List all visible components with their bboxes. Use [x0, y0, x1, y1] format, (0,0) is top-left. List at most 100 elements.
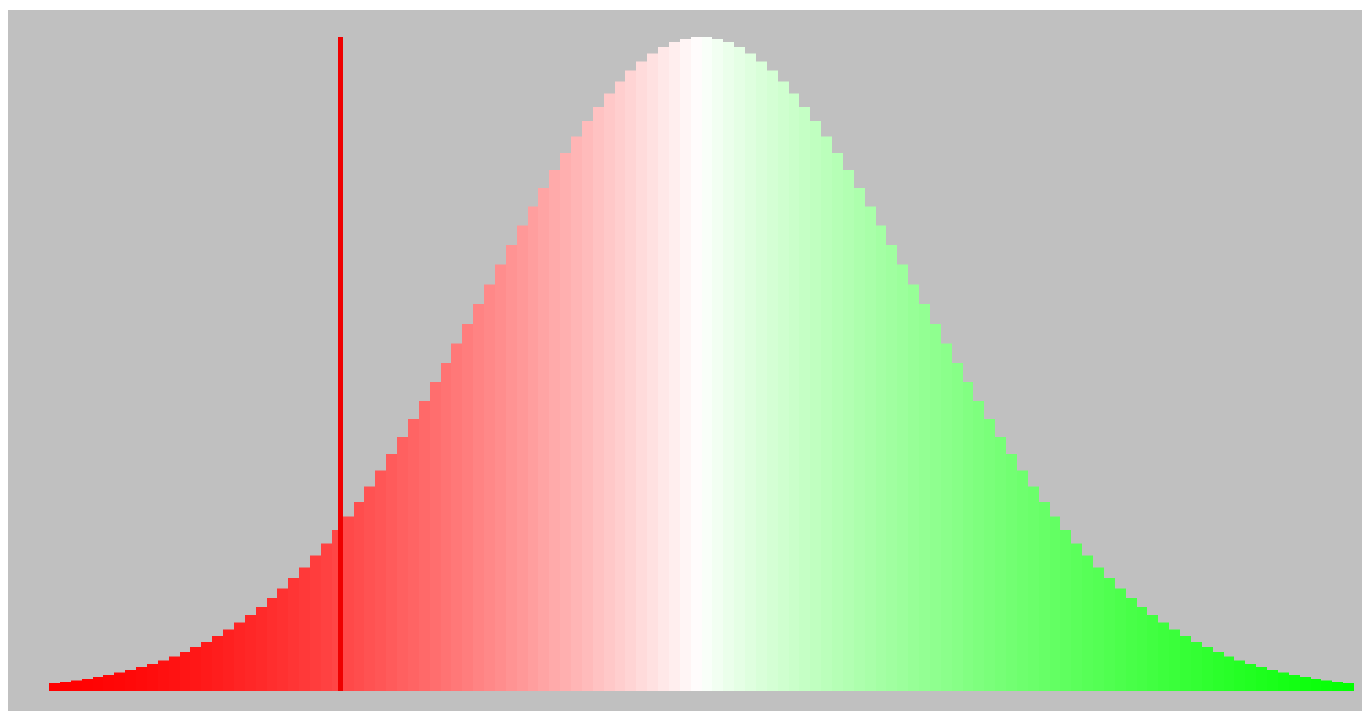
histogram-bar [1224, 656, 1234, 691]
histogram-bar [343, 516, 354, 691]
histogram-bar [49, 683, 60, 691]
histogram-bar [680, 38, 691, 692]
histogram-bar [843, 170, 854, 691]
histogram-bar [1082, 555, 1093, 691]
histogram-bar [136, 667, 147, 691]
histogram-bar [93, 677, 103, 691]
histogram-bar [571, 136, 582, 691]
histogram-bar [745, 53, 756, 692]
histogram-bar [604, 93, 615, 691]
histogram-bar [767, 70, 778, 692]
histogram-bar [919, 304, 930, 691]
histogram-bar [1126, 598, 1137, 691]
histogram-bar [778, 81, 789, 691]
histogram-bar [114, 672, 125, 691]
histogram-bar [201, 641, 212, 691]
histogram-bar [897, 264, 908, 691]
histogram-bar [1278, 672, 1289, 691]
histogram-bar [1093, 567, 1104, 691]
histogram-bar [430, 382, 441, 691]
histogram-bar [1050, 516, 1060, 691]
histogram-bar [60, 681, 71, 691]
histogram-bar [299, 567, 310, 691]
histogram-bar [647, 53, 658, 692]
histogram-bar [473, 304, 484, 691]
histogram-bar [158, 660, 169, 691]
histogram-bar [636, 61, 647, 692]
histogram-bar [234, 622, 245, 691]
histogram-bars [49, 37, 1354, 692]
histogram-bar [1311, 678, 1321, 691]
histogram-bar [1115, 588, 1126, 691]
histogram-bar [180, 652, 190, 691]
histogram-bar [441, 363, 451, 691]
histogram-bar [1289, 675, 1300, 691]
histogram-bar [1169, 629, 1180, 691]
histogram-bar [1300, 677, 1311, 691]
histogram-bar [103, 675, 114, 691]
histogram-bar [1158, 622, 1169, 691]
histogram-bar [1060, 530, 1071, 691]
histogram-bar [419, 400, 430, 691]
histogram-bar [789, 93, 799, 691]
histogram-bar [1245, 664, 1256, 691]
histogram-bar [854, 188, 865, 691]
histogram-bar [190, 647, 201, 691]
histogram-bar [995, 436, 1006, 691]
histogram-bar [386, 454, 397, 691]
histogram-bar [245, 615, 256, 691]
histogram-bar [963, 382, 973, 691]
histogram-bar [734, 46, 745, 691]
histogram-bar [528, 206, 538, 691]
histogram-bar [506, 245, 517, 691]
histogram-bar [886, 245, 897, 691]
histogram-bar [332, 530, 343, 691]
histogram-bar [82, 678, 93, 691]
histogram-bar [1343, 683, 1354, 691]
histogram-bar [908, 284, 919, 691]
histogram-bar [277, 588, 288, 691]
histogram-bar [1213, 652, 1224, 691]
histogram-bar [408, 419, 419, 691]
histogram-bar [691, 37, 702, 691]
histogram-bar [397, 436, 408, 691]
histogram-bar [593, 106, 604, 692]
histogram-bar [1202, 647, 1213, 691]
histogram-bar [310, 555, 321, 691]
histogram-bar [364, 486, 375, 691]
histogram-bar [952, 363, 963, 691]
histogram-bar [1180, 636, 1191, 691]
histogram-bar [702, 37, 712, 691]
histogram-bar [169, 656, 180, 691]
histogram-bar [321, 543, 332, 691]
histogram-bar [462, 324, 473, 691]
histogram-bar [1234, 660, 1245, 691]
histogram-bar [712, 38, 723, 692]
histogram-bar [930, 324, 941, 691]
histogram-bar [582, 121, 593, 691]
histogram-bar [865, 206, 876, 691]
histogram-bar [1267, 670, 1278, 691]
histogram-bar [256, 606, 267, 691]
histogram-bar [984, 419, 995, 691]
histogram-bar [451, 343, 462, 691]
histogram-bar [1137, 606, 1147, 691]
histogram-bar [288, 578, 299, 691]
histogram-bar [799, 106, 810, 692]
histogram-bar [832, 153, 843, 691]
histogram-bar [267, 598, 277, 691]
marker-layer [338, 37, 343, 691]
histogram-bar [810, 121, 821, 691]
histogram-bar [560, 153, 571, 691]
histogram-bar [658, 46, 669, 691]
histogram-bar [1256, 667, 1267, 691]
histogram-bar [1191, 641, 1202, 691]
histogram-bar [821, 136, 832, 691]
threshold-marker-line [338, 37, 343, 691]
histogram-bar [625, 70, 636, 692]
histogram-bar [1321, 680, 1332, 691]
histogram-bar [495, 264, 506, 691]
histogram-bar [223, 629, 234, 691]
chart-panel [8, 10, 1362, 711]
histogram-bar [1028, 486, 1039, 691]
